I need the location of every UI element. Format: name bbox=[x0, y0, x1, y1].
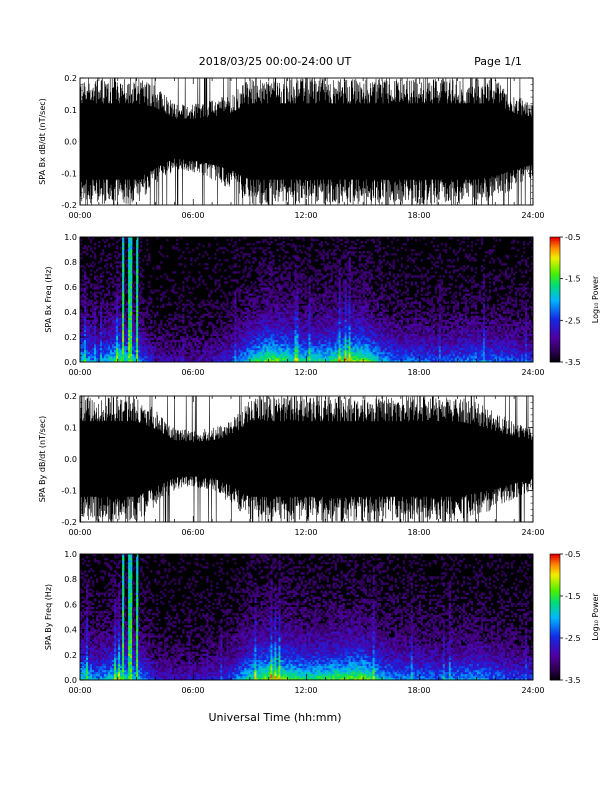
colorbar-tick-label: -0.5 bbox=[565, 550, 581, 559]
x-tick-label: 18:00 bbox=[407, 528, 430, 537]
x-tick-label: 12:00 bbox=[294, 211, 317, 220]
by-spectrogram-panel: -0.5 -1.5 -2.5 -3.5 Log₁₀ Power 00:00 06:00 12:… bbox=[44, 550, 600, 695]
y-tick-label: 0.6 bbox=[64, 600, 77, 609]
y-axis-label: SPA Bx dB/dt (nT/sec) bbox=[38, 98, 47, 185]
x-tick-label: 12:00 bbox=[294, 368, 317, 377]
figure-title: 2018/03/25 00:00-24:00 UT bbox=[199, 55, 352, 68]
y-tick-label: 0.0 bbox=[64, 358, 77, 367]
by-waveform-panel: 00:00 06:00 12:00 18:00 24:00 0.2 0.1 0.0 -0.1 -0… bbox=[38, 392, 545, 537]
y-tick-label: -0.2 bbox=[61, 201, 77, 210]
colorbar: -0.5 -1.5 -2.5 -3.5 Log₁₀ Power bbox=[549, 233, 600, 367]
x-tick-label: 12:00 bbox=[294, 528, 317, 537]
y-tick-label: 0.4 bbox=[64, 308, 77, 317]
y-tick-label: 1.0 bbox=[64, 233, 77, 242]
y-tick-label: 0.2 bbox=[64, 651, 77, 660]
spectrogram-cells bbox=[80, 237, 534, 363]
colorbar-tick-label: -1.5 bbox=[565, 592, 581, 601]
colorbar-tick-label: -0.5 bbox=[565, 233, 581, 242]
colorbar-label: Log₁₀ Power bbox=[591, 593, 600, 641]
x-tick-label: 00:00 bbox=[68, 368, 91, 377]
colorbar-tick-label: -3.5 bbox=[565, 676, 581, 685]
y-tick-label: 0.0 bbox=[64, 138, 77, 147]
page-indicator: Page 1/1 bbox=[474, 55, 522, 68]
x-tick-label: 00:00 bbox=[68, 686, 91, 695]
y-axis-label: SPA Bx Freq (Hz) bbox=[44, 266, 53, 332]
waveform-core bbox=[80, 103, 533, 180]
y-tick-label: 0.2 bbox=[64, 392, 77, 401]
waveform-core bbox=[80, 421, 533, 497]
x-tick-label: 24:00 bbox=[521, 368, 544, 377]
x-tick-label: 00:00 bbox=[68, 211, 91, 220]
waveform-trace bbox=[79, 77, 534, 206]
x-tick-label: 06:00 bbox=[181, 368, 204, 377]
bx-waveform-panel: 00:00 06:00 12:00 18:00 24:00 0.2 0.1 0.0 -0.1 -0… bbox=[38, 74, 545, 220]
colorbar-tick-label: -3.5 bbox=[565, 358, 581, 367]
colorbar-label: Log₁₀ Power bbox=[591, 275, 600, 323]
y-tick-label: 0.2 bbox=[64, 74, 77, 83]
x-tick-label: 06:00 bbox=[181, 528, 204, 537]
y-tick-label: 0.1 bbox=[64, 424, 77, 433]
y-tick-label: 0.4 bbox=[64, 626, 77, 635]
colorbar-tick-label: -2.5 bbox=[565, 316, 581, 325]
x-axis-title: Universal Time (hh:mm) bbox=[209, 711, 342, 724]
colorbar-tick-label: -1.5 bbox=[565, 275, 581, 284]
x-tick-label: 24:00 bbox=[521, 211, 544, 220]
y-tick-label: 0.2 bbox=[64, 333, 77, 342]
colorbar-tick-label: -2.5 bbox=[565, 634, 581, 643]
x-tick-label: 18:00 bbox=[407, 211, 430, 220]
x-tick-label: 00:00 bbox=[68, 528, 91, 537]
y-tick-label: 1.0 bbox=[64, 550, 77, 559]
y-tick-label: -0.1 bbox=[61, 487, 77, 496]
x-tick-label: 06:00 bbox=[181, 211, 204, 220]
x-tick-label: 24:00 bbox=[521, 528, 544, 537]
y-tick-label: 0.8 bbox=[64, 575, 77, 584]
colorbar: -0.5 -1.5 -2.5 -3.5 Log₁₀ Power bbox=[549, 550, 600, 685]
y-axis-label: SPA By dB/dt (nT/sec) bbox=[38, 416, 47, 503]
y-tick-label: 0.8 bbox=[64, 258, 77, 267]
x-tick-label: 18:00 bbox=[407, 686, 430, 695]
x-tick-label: 18:00 bbox=[407, 368, 430, 377]
y-tick-label: -0.1 bbox=[61, 169, 77, 178]
y-tick-label: 0.6 bbox=[64, 283, 77, 292]
bx-spectrogram-panel: -0.5 -1.5 -2.5 -3.5 Log₁₀ Power 00:00 06:00 12:… bbox=[44, 233, 600, 377]
x-tick-label: 06:00 bbox=[181, 686, 204, 695]
y-axis-label: SPA By Freq (Hz) bbox=[44, 584, 53, 650]
x-tick-label: 24:00 bbox=[521, 686, 544, 695]
x-tick-label: 12:00 bbox=[294, 686, 317, 695]
y-tick-label: 0.0 bbox=[64, 676, 77, 685]
y-tick-label: -0.2 bbox=[61, 518, 77, 527]
y-tick-label: 0.0 bbox=[64, 455, 77, 464]
spectrogram-cells bbox=[80, 554, 534, 681]
y-tick-label: 0.1 bbox=[64, 106, 77, 115]
